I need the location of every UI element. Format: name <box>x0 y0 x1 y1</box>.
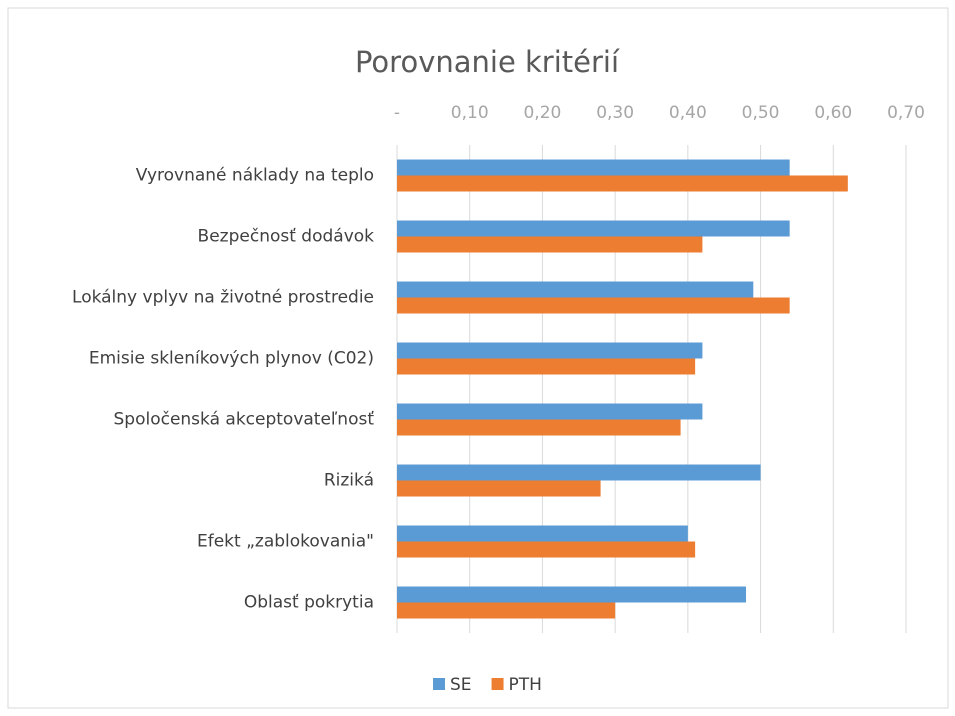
legend-swatch <box>491 678 504 690</box>
bar <box>397 419 681 436</box>
bar <box>397 342 703 359</box>
x-tick-label: 0,20 <box>523 103 561 123</box>
bar <box>397 586 747 603</box>
bar <box>397 236 703 253</box>
x-tick-label: 0,30 <box>596 103 634 123</box>
chart-title: Porovnanie kritérií <box>355 45 620 79</box>
y-tick-label: Efekt „zablokovania" <box>197 532 374 552</box>
bar <box>397 403 703 420</box>
y-tick-label: Emisie skleníkových plynov (C02) <box>89 349 374 369</box>
y-tick-label: Oblasť pokrytia <box>244 593 374 613</box>
bar <box>397 541 696 558</box>
y-tick-label: Lokálny vplyv na životné prostredie <box>72 288 374 308</box>
x-tick-label: 0,60 <box>814 103 852 123</box>
x-tick-label: 0,40 <box>669 103 707 123</box>
legend-label: SE <box>450 675 472 695</box>
x-tick-label: 0,50 <box>742 103 780 123</box>
bar <box>397 175 848 192</box>
legend-label: PTH <box>509 675 542 695</box>
y-tick-label: Vyrovnané náklady na teplo <box>136 166 374 186</box>
bar <box>397 297 790 314</box>
x-tick-label: 0,70 <box>887 103 925 123</box>
x-tick-label: - <box>394 103 400 123</box>
bar <box>397 525 688 542</box>
x-tick-label: 0,10 <box>451 103 489 123</box>
bar <box>397 220 790 237</box>
bar <box>397 358 696 375</box>
legend-swatch <box>433 678 445 690</box>
bar <box>397 480 601 497</box>
bar <box>397 281 754 298</box>
bar <box>397 159 790 176</box>
bar <box>397 464 761 481</box>
y-tick-label: Bezpečnosť dodávok <box>198 227 375 247</box>
y-tick-label: Riziká <box>324 471 374 491</box>
bar <box>397 602 616 619</box>
y-tick-label: Spoločenská akceptovateľnosť <box>113 410 374 430</box>
